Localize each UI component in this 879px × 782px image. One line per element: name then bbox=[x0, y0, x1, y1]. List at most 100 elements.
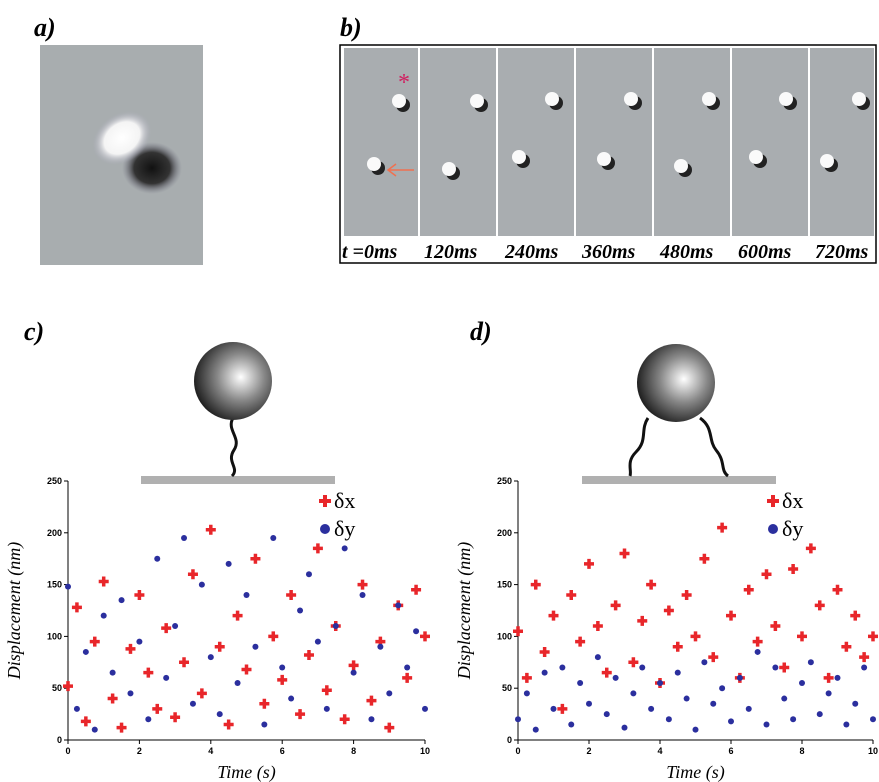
point bbox=[98, 576, 109, 587]
point bbox=[404, 664, 411, 671]
point bbox=[359, 591, 366, 598]
point bbox=[752, 636, 763, 647]
point bbox=[515, 716, 521, 723]
bead-light bbox=[470, 94, 484, 108]
legend-marker bbox=[320, 524, 330, 534]
point bbox=[577, 680, 584, 687]
point bbox=[261, 721, 268, 728]
y-axis-label: Displacement (nm) bbox=[4, 542, 25, 680]
point bbox=[303, 650, 314, 661]
point bbox=[243, 591, 250, 598]
point bbox=[127, 690, 134, 697]
point bbox=[637, 615, 648, 626]
point bbox=[523, 690, 530, 697]
frame bbox=[732, 48, 808, 236]
point bbox=[241, 664, 252, 675]
x-tick-label: 6 bbox=[280, 746, 285, 756]
point bbox=[674, 669, 681, 676]
x-tick-label: 2 bbox=[586, 746, 591, 756]
point bbox=[357, 579, 368, 590]
point bbox=[594, 654, 601, 661]
panel-label: b) bbox=[340, 13, 362, 42]
point bbox=[717, 522, 728, 533]
x-tick-label: 0 bbox=[65, 746, 70, 756]
point bbox=[116, 722, 127, 733]
point bbox=[118, 597, 125, 604]
y-tick-label: 0 bbox=[57, 735, 62, 745]
point bbox=[288, 695, 295, 702]
frame bbox=[344, 48, 418, 236]
frame bbox=[654, 48, 730, 236]
point bbox=[743, 584, 754, 595]
point bbox=[663, 605, 674, 616]
point bbox=[413, 628, 420, 635]
point bbox=[619, 548, 630, 559]
point bbox=[252, 643, 259, 650]
x-tick-label: 10 bbox=[868, 746, 878, 756]
point bbox=[728, 718, 734, 725]
y-tick-label: 200 bbox=[497, 528, 512, 538]
point bbox=[89, 636, 100, 647]
y-tick-label: 50 bbox=[52, 683, 62, 693]
point bbox=[63, 681, 73, 692]
y-tick-label: 50 bbox=[502, 683, 512, 693]
point bbox=[134, 589, 145, 600]
legend-label: δx bbox=[782, 488, 803, 513]
point bbox=[163, 674, 170, 681]
point bbox=[91, 726, 98, 733]
y-tick-label: 0 bbox=[507, 735, 512, 745]
point bbox=[386, 690, 393, 697]
image-b-frame bbox=[339, 44, 877, 264]
point bbox=[297, 607, 304, 614]
y-tick-label: 150 bbox=[497, 580, 512, 590]
point bbox=[628, 657, 639, 668]
x-tick-label: 2 bbox=[137, 746, 142, 756]
bead-light bbox=[545, 92, 559, 106]
point bbox=[145, 716, 152, 723]
point bbox=[259, 698, 270, 709]
point bbox=[312, 543, 323, 554]
bead-light bbox=[820, 154, 834, 168]
point bbox=[187, 569, 198, 580]
point bbox=[805, 543, 816, 554]
y-tick-label: 250 bbox=[497, 476, 512, 486]
point bbox=[339, 714, 350, 725]
point bbox=[823, 672, 834, 683]
bead-light bbox=[597, 152, 611, 166]
point bbox=[207, 654, 214, 661]
point bbox=[870, 716, 876, 723]
point bbox=[161, 623, 172, 634]
panel-label: c) bbox=[24, 317, 44, 346]
x-tick-label: 4 bbox=[208, 746, 213, 756]
point bbox=[799, 680, 805, 687]
point bbox=[172, 623, 179, 630]
time-label: 720ms bbox=[815, 241, 869, 263]
point bbox=[761, 569, 772, 580]
point bbox=[384, 722, 395, 733]
frame bbox=[810, 48, 874, 236]
bead-light bbox=[512, 150, 526, 164]
point bbox=[232, 610, 243, 621]
point bbox=[592, 621, 603, 632]
point bbox=[550, 705, 557, 712]
point bbox=[745, 705, 752, 712]
chart: 0 50 100 150 200 250 0 2 4 6 8 10 Time (s) Displaceme… bbox=[4, 476, 430, 782]
schematic-c bbox=[141, 342, 335, 484]
bead-light bbox=[852, 92, 866, 106]
x-tick-label: 6 bbox=[728, 746, 733, 756]
point bbox=[350, 669, 357, 676]
point bbox=[270, 534, 277, 541]
point bbox=[850, 610, 861, 621]
y-tick-label: 200 bbox=[47, 528, 62, 538]
point bbox=[223, 719, 234, 730]
y-axis-label: Displacement (nm) bbox=[454, 542, 475, 680]
point bbox=[834, 674, 841, 681]
time-label: 600ms bbox=[738, 241, 792, 263]
time-label: 120ms bbox=[424, 241, 478, 263]
point bbox=[411, 584, 422, 595]
point bbox=[832, 584, 843, 595]
point bbox=[152, 703, 163, 714]
point bbox=[268, 631, 279, 642]
point bbox=[807, 659, 814, 666]
time-label: 240ms bbox=[504, 241, 559, 263]
